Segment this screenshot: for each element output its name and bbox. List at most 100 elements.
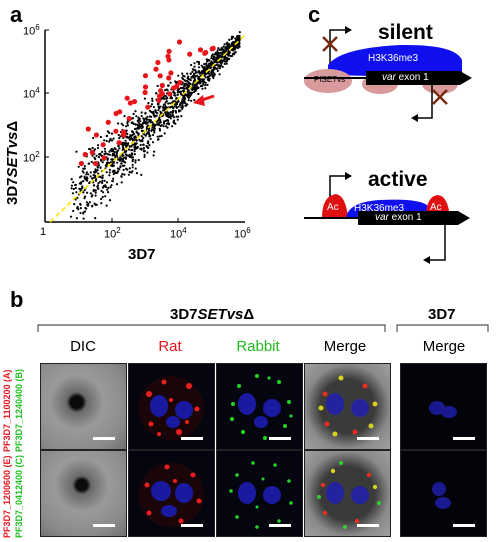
col-3d7-merge-label: Merge (422, 338, 466, 355)
highlighted-point (116, 140, 122, 146)
scatter-point (197, 62, 201, 66)
scatter-point (135, 139, 138, 142)
silent-h3k36me3-label: H3K36me3 (368, 53, 419, 64)
scatter-point (137, 118, 140, 121)
scatter-point (210, 57, 213, 60)
active-ac-left-label: Ac (327, 202, 339, 213)
silent-label: silent (378, 21, 433, 44)
scatter-point (139, 120, 142, 123)
highlighted-point (127, 100, 133, 106)
scatter-point (200, 78, 203, 81)
scatter-point (117, 133, 120, 137)
scatter-point (99, 135, 102, 139)
scatter-point (100, 154, 103, 157)
scatter-point (184, 102, 187, 105)
scatter-point (157, 123, 161, 126)
scatter-point (94, 217, 97, 220)
scatter-point (133, 153, 136, 156)
tss-arrow-top-icon (329, 29, 345, 68)
scatter-point (167, 84, 170, 87)
scatter-point (157, 109, 160, 112)
highlighted-point (158, 88, 164, 94)
scatter-point (167, 121, 170, 124)
scatter-point (140, 111, 143, 114)
scatter-point (216, 54, 219, 57)
scatter-point (74, 186, 77, 190)
scatter-point (142, 143, 145, 146)
scatter-point (186, 103, 189, 106)
highlighted-point (203, 49, 209, 56)
scatter-point (105, 163, 108, 166)
scatter-point (193, 72, 196, 75)
scatter-point (197, 70, 200, 73)
scatter-point (147, 131, 150, 134)
active-label: active (368, 168, 428, 191)
scatter-point (219, 51, 222, 55)
scatter-point (140, 123, 144, 126)
scatter-point (146, 151, 149, 154)
scatter-point (225, 49, 228, 52)
scatter-point (155, 92, 158, 95)
row1-rabbit-image (216, 363, 303, 450)
scatter-point (72, 181, 75, 184)
scatter-point (92, 176, 95, 179)
scatter-point (146, 142, 149, 145)
scatter-point (187, 84, 190, 87)
highlighted-point (187, 51, 193, 57)
scatter-point (145, 122, 148, 125)
scatter-point (100, 189, 103, 192)
scatter-point (151, 99, 154, 102)
highlighted-point (176, 39, 183, 45)
scatter-point (126, 135, 129, 138)
scatter-point (210, 72, 213, 76)
scatter-point (186, 90, 189, 93)
highlighted-point (100, 142, 106, 148)
scatter-point (175, 103, 178, 106)
scatter-point (85, 176, 88, 179)
scatter-point (159, 110, 162, 113)
scatter-point (189, 72, 192, 75)
scatter-point (196, 74, 199, 77)
scatter-point (109, 161, 112, 164)
scatter-point (186, 80, 190, 83)
scatter-point (159, 120, 162, 123)
scatter-point (167, 116, 170, 119)
col-rabbit-label: Rabbit (236, 338, 280, 355)
scatter-point (152, 106, 155, 109)
scatter-point (79, 207, 82, 210)
scatter-point (197, 86, 200, 89)
scatter-point (82, 180, 85, 183)
scatter-point (169, 111, 172, 114)
scatter-point (201, 66, 204, 69)
scatter-point (232, 40, 235, 44)
scale-bar (181, 437, 203, 440)
scatter-point (217, 52, 221, 55)
scatter-point (126, 143, 129, 146)
scatter-point (223, 55, 226, 58)
exon-box-active (358, 211, 458, 225)
scatter-point (133, 150, 136, 153)
scatter-point (91, 146, 94, 149)
scatter-point (220, 56, 223, 59)
scatter-point (71, 192, 74, 195)
scatter-point (101, 179, 104, 182)
scatter-point (166, 114, 170, 117)
scatter-point (94, 189, 97, 192)
scale-bar (453, 524, 475, 527)
scale-bar (269, 524, 291, 527)
panel-a-xlabel: 3D7 (128, 246, 156, 263)
scatter-point (122, 168, 125, 171)
scatter-point (143, 97, 146, 100)
scatter-point (189, 91, 192, 94)
scatter-point (145, 127, 148, 130)
scatter-point (171, 110, 174, 113)
scatter-point (208, 79, 211, 82)
row2-red-label: PF3D7_1200600 (E) (2, 455, 12, 538)
scatter-point (113, 151, 116, 154)
scatter-point (205, 62, 208, 65)
scatter-point (92, 136, 95, 140)
scatter-point (77, 208, 80, 211)
x-tick-1: 1 (40, 226, 47, 238)
scatter-point (122, 154, 125, 157)
scatter-point (144, 134, 147, 137)
